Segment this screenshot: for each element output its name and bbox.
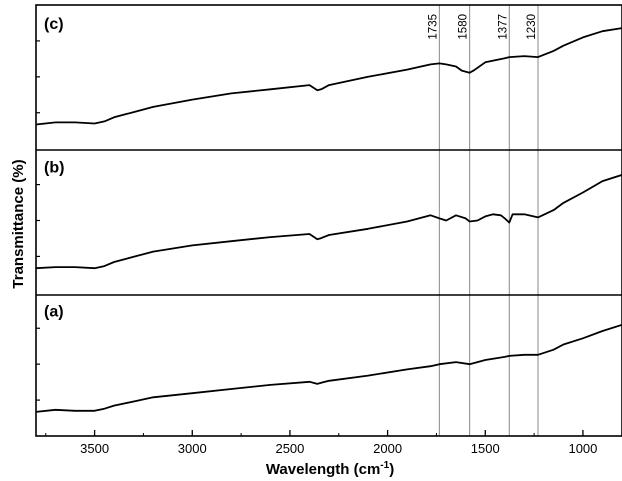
reference-line-label: 1735	[427, 14, 439, 40]
reference-line-label: 1230	[526, 14, 538, 40]
x-tick-label: 1500	[471, 441, 500, 456]
x-tick-label: 3500	[80, 441, 109, 456]
spectrum-line	[35, 174, 622, 270]
panel-label: (a)	[44, 303, 64, 320]
reference-line-label: 1580	[458, 14, 470, 40]
x-axis-label-main: Wavelength (cm	[266, 461, 380, 478]
x-tick-label: 1000	[568, 441, 597, 456]
panel-a: (a)	[35, 303, 622, 413]
x-tick-label: 2500	[275, 441, 304, 456]
spectrum-line	[35, 323, 622, 413]
y-axis-label: Transmittance (%)	[10, 159, 27, 288]
reference-line-label: 1377	[497, 14, 509, 40]
x-axis-label: Wavelength (cm-1)	[266, 460, 394, 478]
x-tick-label: 2000	[373, 441, 402, 456]
panel-label: (c)	[44, 16, 64, 33]
plot-frame	[35, 4, 622, 437]
panel-c: (c)	[35, 16, 622, 126]
axes: Transmittance (%) Wavelength (cm-1) 3500…	[10, 4, 622, 478]
panel-b: (b)	[35, 160, 622, 270]
x-axis-label-tail: )	[389, 461, 394, 478]
spectrum-line	[35, 27, 622, 126]
panel-label: (b)	[44, 160, 64, 177]
x-axis-label-superscript: -1	[380, 460, 389, 471]
panels: (c) (b) (a)	[35, 16, 622, 413]
x-tick-label: 3000	[178, 441, 207, 456]
